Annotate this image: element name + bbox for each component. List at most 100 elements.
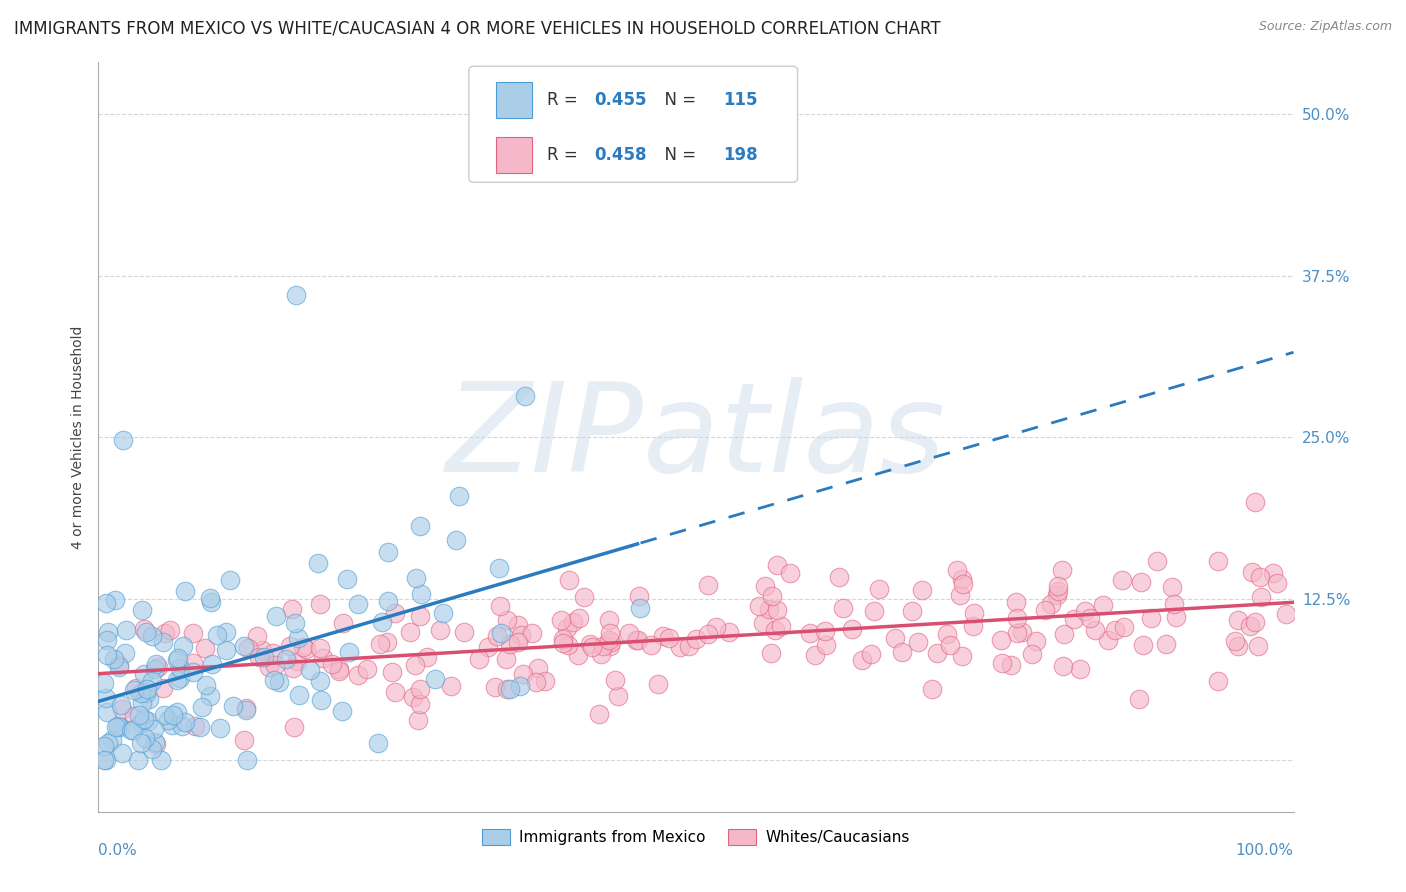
Point — [122, 709, 145, 723]
Point — [1046, 584, 1069, 599]
Legend: Immigrants from Mexico, Whites/Caucasians: Immigrants from Mexico, Whites/Caucasian… — [482, 830, 910, 846]
Point — [533, 673, 555, 688]
Point — [883, 631, 905, 645]
Point — [1033, 602, 1056, 616]
Point — [761, 590, 783, 604]
Point — [779, 566, 801, 581]
Point — [567, 648, 589, 662]
Point — [402, 690, 425, 705]
Point — [510, 628, 533, 642]
Point — [409, 608, 432, 623]
Point — [104, 720, 127, 734]
Point — [125, 681, 148, 695]
Point — [122, 723, 145, 737]
Point — [94, 753, 117, 767]
Point — [748, 599, 770, 613]
Point — [561, 615, 583, 630]
Text: 0.458: 0.458 — [595, 145, 647, 163]
Point — [184, 718, 207, 732]
Point — [444, 533, 467, 547]
Point — [900, 604, 922, 618]
Point — [200, 591, 222, 605]
Point — [520, 626, 543, 640]
Point — [215, 625, 238, 640]
Point — [134, 712, 156, 726]
Point — [572, 590, 595, 604]
Point — [1097, 632, 1119, 647]
Point — [495, 652, 517, 666]
Point — [198, 689, 221, 703]
Point — [252, 649, 274, 664]
Point — [799, 626, 821, 640]
Point — [145, 657, 167, 672]
Point — [1247, 639, 1270, 653]
Point — [312, 651, 335, 665]
Point — [274, 651, 297, 665]
Point — [447, 489, 470, 503]
Point — [862, 604, 884, 618]
Point — [828, 570, 851, 584]
Point — [568, 610, 591, 624]
Point — [936, 627, 959, 641]
Point — [551, 632, 574, 646]
Point — [1206, 673, 1229, 688]
Point — [499, 637, 522, 651]
Point — [309, 640, 332, 655]
Point — [131, 603, 153, 617]
Point — [1160, 580, 1182, 594]
Point — [112, 433, 135, 447]
Point — [284, 287, 307, 301]
Point — [1047, 579, 1070, 593]
Point — [990, 657, 1012, 671]
Point — [278, 639, 301, 653]
Point — [717, 624, 740, 639]
Point — [1011, 624, 1033, 639]
Point — [146, 660, 169, 674]
Point — [384, 685, 406, 699]
Point — [356, 662, 378, 676]
Point — [152, 634, 174, 648]
Point — [169, 671, 191, 685]
Point — [222, 698, 245, 713]
Point — [371, 615, 394, 629]
Point — [557, 639, 579, 653]
Point — [381, 665, 404, 680]
Point — [201, 657, 224, 672]
Point — [1052, 659, 1074, 673]
Point — [215, 643, 238, 657]
Point — [477, 640, 499, 654]
Point — [766, 602, 789, 616]
Text: 198: 198 — [724, 145, 758, 163]
Point — [1249, 570, 1271, 584]
Point — [1239, 619, 1261, 633]
Point — [308, 597, 330, 611]
Point — [859, 647, 882, 661]
Point — [284, 615, 307, 630]
Point — [758, 602, 780, 616]
Point — [1250, 590, 1272, 604]
Point — [990, 633, 1012, 648]
Point — [162, 708, 184, 723]
Point — [1128, 691, 1150, 706]
Point — [138, 692, 160, 706]
Point — [264, 609, 287, 624]
Point — [209, 721, 232, 735]
Point — [110, 698, 132, 712]
Point — [553, 636, 575, 650]
Point — [423, 672, 446, 686]
Point — [263, 673, 285, 688]
Point — [406, 713, 429, 727]
Point — [946, 563, 969, 577]
Point — [491, 626, 513, 640]
Point — [527, 661, 550, 675]
Point — [1140, 611, 1163, 625]
Point — [963, 607, 986, 621]
Point — [94, 691, 117, 706]
Point — [591, 648, 613, 662]
Point — [398, 624, 420, 639]
Point — [488, 560, 510, 574]
Point — [100, 733, 122, 747]
Point — [1050, 563, 1073, 577]
Point — [759, 646, 782, 660]
Point — [347, 597, 370, 611]
